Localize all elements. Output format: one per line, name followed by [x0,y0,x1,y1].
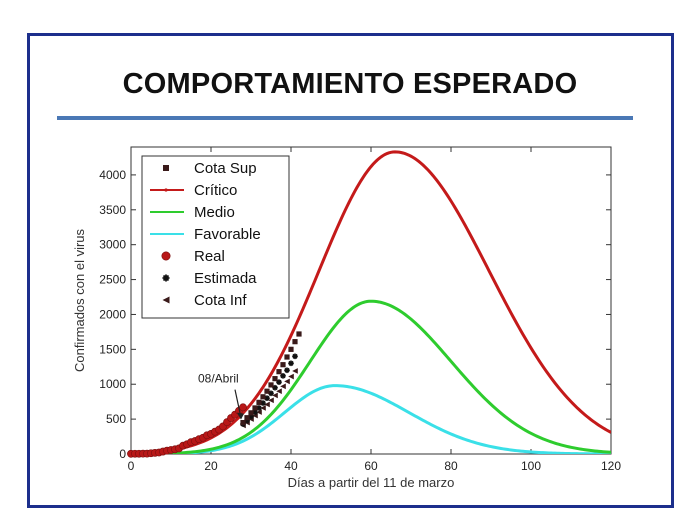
point-estimada [276,379,282,385]
y-tick-label: 500 [106,412,126,426]
legend-label: Real [194,248,225,265]
point-cotasup [276,369,282,375]
legend-box [141,155,290,319]
y-tick-label: 2500 [99,273,126,287]
legend-swatch [163,165,169,171]
point-cotainf [284,378,290,385]
series-line-crtico [131,150,611,454]
point-cotainf [268,397,274,404]
slide-title: COMPORTAMIENTO ESPERADO [122,68,578,100]
series-line-medio [131,299,611,454]
point-cotainf [272,392,278,399]
title-underline [57,116,633,120]
legend-label: Crítico [194,182,237,199]
legend-label: Favorable [194,226,261,243]
point-cotainf [288,373,294,380]
point-cotasup [268,382,274,388]
point-cotasup [296,331,302,337]
point-cotainf [256,409,262,415]
point-cotasup [244,415,250,421]
point-cotasup [264,388,270,394]
y-tick-label: 3500 [99,203,126,217]
point-estimada [284,367,290,374]
legend-label: Estimada [194,270,257,287]
x-tick-label: 0 [128,459,135,473]
legend-label: Cota Sup [194,160,257,177]
legend-swatch-dot [164,188,168,192]
annotation-arrowhead [237,412,244,420]
y-tick-label: 0 [119,447,126,461]
point-cotasup [260,394,266,400]
point-cotainf [260,405,266,411]
annotation-label: 08/Abril [198,372,239,386]
legend-label: Medio [194,204,235,221]
y-axis-label: Confirmados con el virus [72,228,87,372]
point-cotasup [292,339,298,345]
point-cotainf [280,383,286,390]
point-cotainf [276,388,282,395]
legend-swatch [162,274,170,282]
point-cotasup [284,354,290,360]
point-estimada [256,405,262,411]
y-tick-label: 4000 [99,168,126,182]
point-cotainf [292,368,298,374]
x-tick-label: 60 [364,459,378,473]
point-estimada [272,384,278,391]
point-cotainf [264,401,270,408]
slide-frame [27,33,674,508]
point-cotasup [248,410,254,416]
legend-label: Cota Inf [194,292,247,309]
point-cotasup [288,346,294,352]
x-tick-label: 20 [204,459,218,473]
y-tick-label: 1000 [99,377,126,391]
x-tick-label: 120 [601,459,621,473]
point-cotasup [272,376,278,382]
legend-swatch [162,296,170,304]
point-estimada [288,360,294,367]
point-cotasup [256,399,262,405]
point-cotasup [280,362,286,368]
point-cotasup [252,405,258,411]
point-cotasup [240,420,246,426]
y-tick-label: 3000 [99,238,126,252]
y-tick-label: 2000 [99,307,126,321]
annotation-arrow [234,389,242,418]
x-tick-label: 40 [284,459,298,473]
legend-swatch [161,251,171,261]
x-axis-label: Días a partir del 11 de marzo [288,475,455,490]
point-estimada [292,353,298,360]
x-tick-label: 100 [521,459,541,473]
point-estimada [280,373,286,379]
y-tick-label: 1500 [99,342,126,356]
x-tick-label: 80 [444,459,458,473]
point-real [239,403,247,412]
